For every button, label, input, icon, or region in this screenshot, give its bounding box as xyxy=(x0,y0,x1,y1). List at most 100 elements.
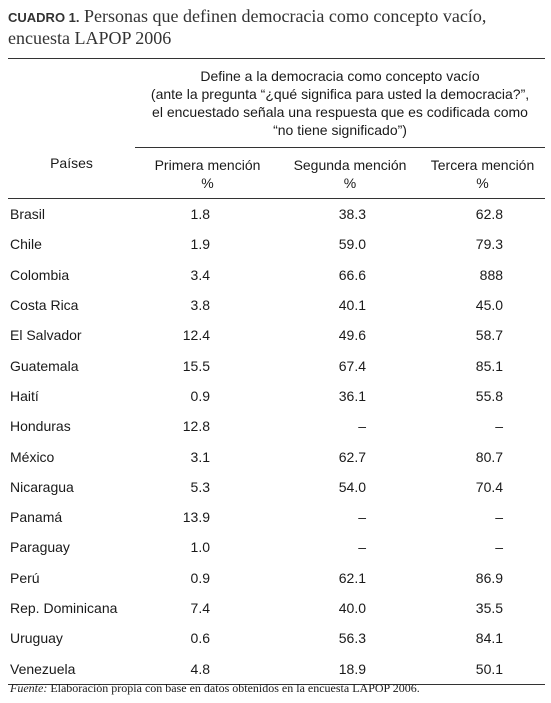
table-row: Brasil 1.8 38.3 62.8 xyxy=(8,199,545,230)
country: El Salvador xyxy=(10,327,82,344)
country: Honduras xyxy=(10,418,71,435)
country: Chile xyxy=(10,236,42,253)
footnote-text: Elaboración propia con base en datos obt… xyxy=(50,681,420,695)
cell: 36.1 xyxy=(338,387,366,404)
cell: 50.1 xyxy=(475,660,504,677)
table-row: Uruguay 0.6 56.3 84.1 xyxy=(8,623,545,653)
cell: 7.4 xyxy=(190,600,210,616)
country: Nicaragua xyxy=(10,478,74,495)
footnote: Fuente: Elaboración propia con base en d… xyxy=(10,681,420,696)
cell: 4.8 xyxy=(190,660,210,677)
country: Panamá xyxy=(10,509,63,526)
row-header: Países xyxy=(8,58,135,199)
table-row: Guatemala 15.5 67.4 85.1 xyxy=(8,350,545,380)
column-header: Tercera mención% xyxy=(420,147,546,199)
title-text: Personas que definen democracia como con… xyxy=(8,6,487,48)
table-header: Países Define a la democracia como conce… xyxy=(8,58,546,199)
cell: – xyxy=(495,539,504,556)
country: Paraguay xyxy=(10,539,70,556)
cell: 66.6 xyxy=(338,266,366,283)
column-header: Segunda mención% xyxy=(280,147,420,199)
cell: 67.4 xyxy=(338,357,366,374)
table-row: Venezuela 4.8 18.9 50.1 xyxy=(8,653,545,684)
title: CUADRO 1. Personas que definen democraci… xyxy=(8,6,528,49)
cell: 0.6 xyxy=(190,630,210,647)
cell: 15.5 xyxy=(182,357,210,374)
column-unit: % xyxy=(343,175,357,191)
cell: 1.8 xyxy=(190,206,210,223)
country: México xyxy=(10,448,55,465)
cell: 18.9 xyxy=(338,660,366,677)
cell: 888 xyxy=(479,266,504,283)
cell: 58.7 xyxy=(475,327,504,344)
cell: 59.0 xyxy=(338,236,366,253)
cell: 12.8 xyxy=(182,418,210,435)
table-row: Nicaragua 5.3 54.0 70.4 xyxy=(8,472,545,502)
cell: 3.8 xyxy=(190,297,210,314)
country: Venezuela xyxy=(10,660,76,677)
cell: 62.8 xyxy=(475,206,504,223)
cell: 1.9 xyxy=(190,236,210,253)
country: Haití xyxy=(10,387,39,404)
column-name: Segunda mención xyxy=(293,157,407,173)
table-row: El Salvador 12.4 49.6 58.7 xyxy=(8,320,545,350)
cell: 54.0 xyxy=(338,478,366,495)
country: Brasil xyxy=(10,206,46,223)
group-header: Define a la democracia como concepto vac… xyxy=(135,58,546,148)
cell: 0.9 xyxy=(190,387,210,404)
column-name: Primera mención xyxy=(154,157,261,173)
cell: 62.7 xyxy=(338,448,366,465)
table-row: Haití 0.9 36.1 55.8 xyxy=(8,381,545,411)
table-row: Paraguay 1.0 – – xyxy=(8,532,545,562)
cell: 35.5 xyxy=(475,600,504,616)
cell: – xyxy=(358,418,366,435)
cell: 86.9 xyxy=(475,569,504,586)
cell: 1.0 xyxy=(190,539,210,556)
cell: 80.7 xyxy=(475,448,504,465)
cell: 70.4 xyxy=(475,478,504,495)
footnote-label: Fuente: xyxy=(10,681,48,695)
column-header: Primera mención% xyxy=(135,147,280,199)
cell: 85.1 xyxy=(475,357,504,374)
cell: 62.1 xyxy=(338,569,366,586)
column-unit: % xyxy=(476,175,489,191)
cell: 40.0 xyxy=(338,600,366,616)
group-header-line: el encuestado señala una respuesta que e… xyxy=(152,104,528,120)
country: Colombia xyxy=(10,266,70,283)
table: Países Define a la democracia como conce… xyxy=(8,58,546,685)
column-unit: % xyxy=(201,175,214,191)
group-header-line: (ante la pregunta “¿qué significa para u… xyxy=(150,86,530,102)
country: Uruguay xyxy=(10,630,63,647)
cell: 38.3 xyxy=(338,206,366,223)
country: Perú xyxy=(10,569,40,586)
table-row: Rep. Dominicana 7.4 40.0 35.5 xyxy=(8,593,545,623)
table-row: México 3.1 62.7 80.7 xyxy=(8,441,545,471)
cell: 3.4 xyxy=(190,266,210,283)
country: Rep. Dominicana xyxy=(10,600,118,616)
title-label: CUADRO 1. xyxy=(8,10,80,25)
cell: 12.4 xyxy=(182,327,210,344)
table-row: Honduras 12.8 – – xyxy=(8,411,545,441)
cell: 55.8 xyxy=(475,387,504,404)
cell: 5.3 xyxy=(190,478,210,495)
table-row: Panamá 13.9 – – xyxy=(8,502,545,532)
country: Guatemala xyxy=(10,357,79,374)
cell: 79.3 xyxy=(475,236,504,253)
country: Costa Rica xyxy=(10,297,79,314)
cell: – xyxy=(495,418,504,435)
column-name: Tercera mención xyxy=(430,157,535,173)
table-row: Colombia 3.4 66.6 888 xyxy=(8,260,545,290)
cell: 40.1 xyxy=(338,297,366,314)
table-body: Brasil 1.8 38.3 62.8 Chile 1.9 59.0 79.3 Colombi… xyxy=(8,199,545,685)
table-row: Costa Rica 3.8 40.1 45.0 xyxy=(8,290,545,320)
cell: – xyxy=(495,509,504,526)
table-row: Chile 1.9 59.0 79.3 xyxy=(8,229,545,259)
cell: – xyxy=(358,509,366,526)
cell: 49.6 xyxy=(338,327,366,344)
group-header-line: Define a la democracia como concepto vac… xyxy=(200,68,480,84)
cell: 3.1 xyxy=(190,448,210,465)
table-row: Perú 0.9 62.1 86.9 xyxy=(8,563,545,593)
cell: 13.9 xyxy=(182,509,210,526)
cell: – xyxy=(358,539,366,556)
group-header-line: “no tiene significado”) xyxy=(273,122,407,138)
